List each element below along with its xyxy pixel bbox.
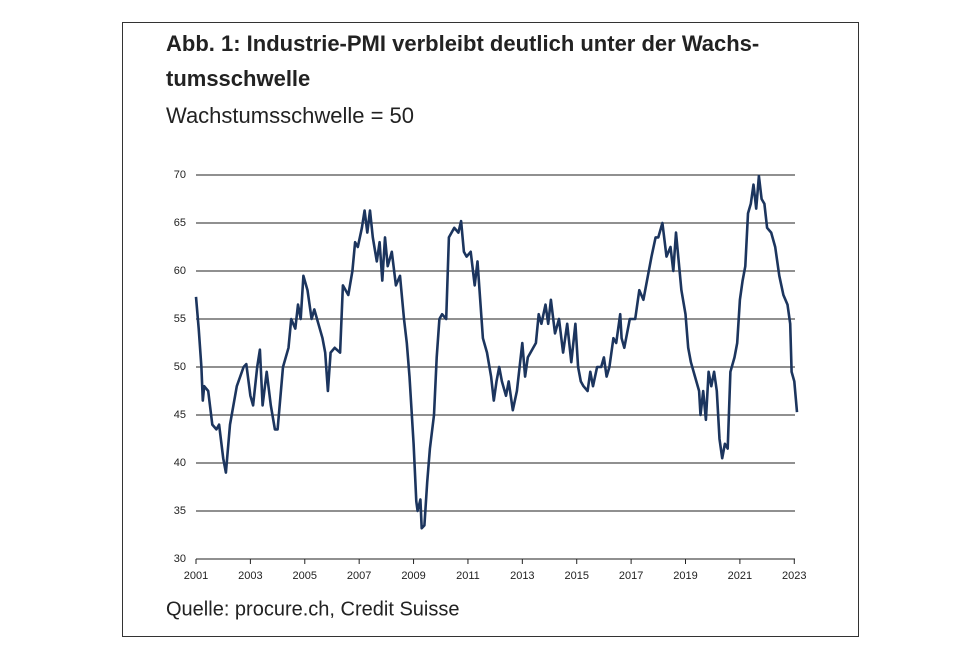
- y-tick-label: 65: [174, 217, 186, 229]
- x-tick-label: 2003: [238, 570, 262, 582]
- y-tick-label: 60: [174, 265, 186, 277]
- data-line: [194, 174, 799, 530]
- y-tick-label: 30: [174, 553, 186, 565]
- x-tick-label: 2023: [782, 570, 806, 582]
- y-tick-label: 55: [174, 313, 186, 325]
- y-tick-label: 45: [174, 409, 186, 421]
- x-tick-label: 2005: [293, 570, 317, 582]
- x-tick-label: 2015: [564, 570, 588, 582]
- x-tick-label: 2011: [456, 570, 480, 582]
- x-tick-label: 2001: [184, 570, 208, 582]
- x-tick-label: 2007: [347, 570, 371, 582]
- frame: [122, 22, 859, 637]
- y-tick-label: 40: [174, 457, 186, 469]
- x-tick-label: 2017: [619, 570, 643, 582]
- chart-subtitle: Wachstumsschwelle = 50: [166, 103, 414, 128]
- x-tick-label: 2021: [728, 570, 752, 582]
- x-tick-label: 2019: [673, 570, 697, 582]
- y-tick-label: 50: [174, 361, 186, 373]
- y-tick-label: 70: [174, 169, 186, 181]
- x-tick-label: 2009: [401, 570, 425, 582]
- chart-title: Abb. 1: Industrie-PMI verbleibt deutlich…: [166, 31, 759, 56]
- source: Quelle: procure.ch, Credit Suisse: [166, 598, 459, 620]
- y-tick-label: 35: [174, 505, 186, 517]
- chart-title: tumsschwelle: [166, 66, 310, 91]
- x-tick-label: 2013: [510, 570, 534, 582]
